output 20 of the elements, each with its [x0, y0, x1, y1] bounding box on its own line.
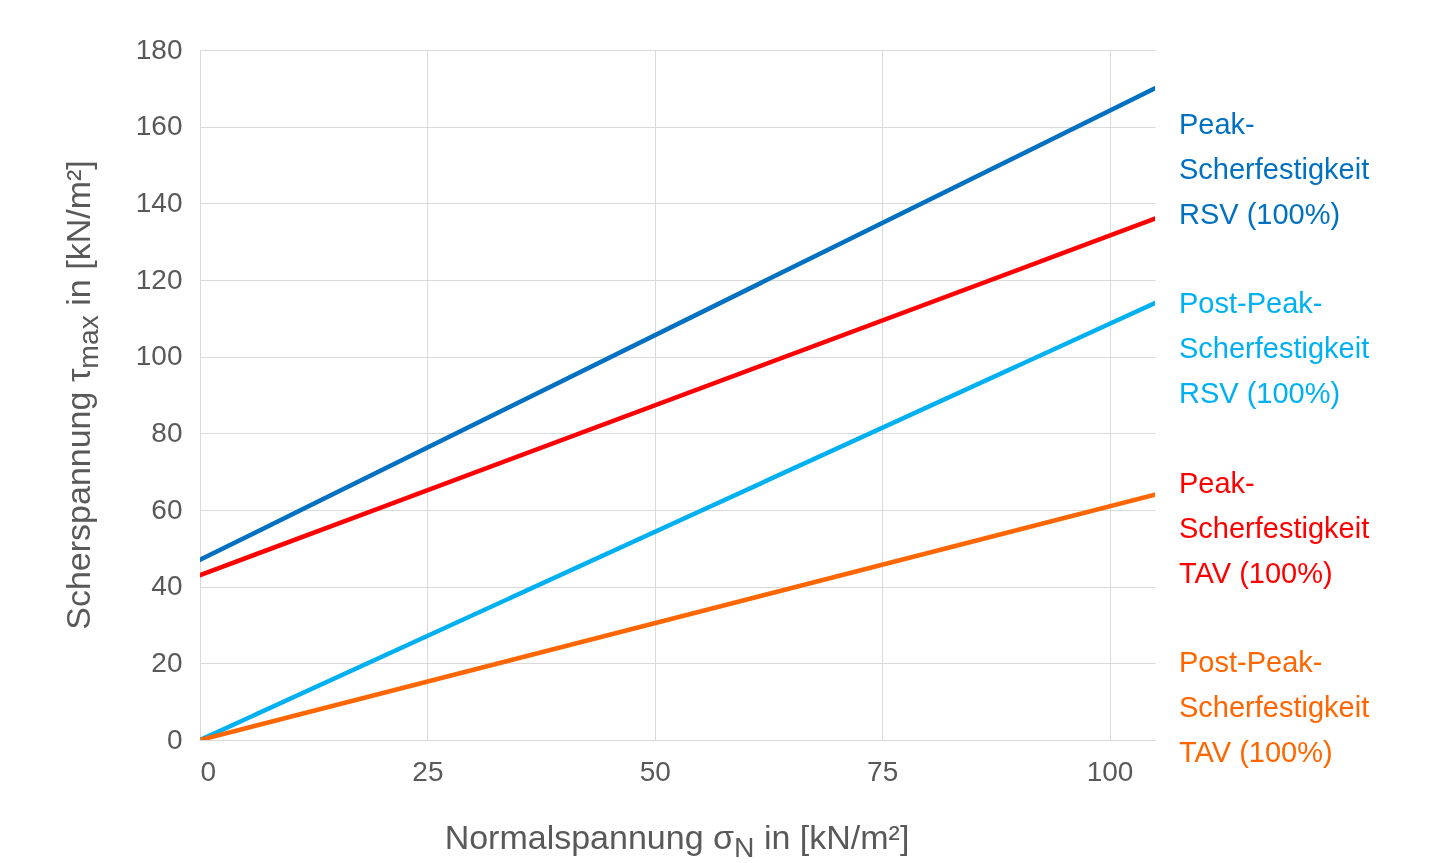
x-tick-label: 0	[200, 755, 217, 787]
y-tick-label: 80	[151, 416, 183, 448]
y-tick-label: 0	[166, 723, 183, 755]
x-axis-title: Normalspannung σ$_{N}$ in [kN/m²]	[444, 818, 910, 863]
y-tick-label: 20	[151, 646, 183, 678]
text: Post-Peak-Scherfestigkeit TAV (100%)	[1179, 646, 1370, 769]
y-tick-label: 140	[135, 186, 183, 218]
y-tick-label: 160	[135, 110, 183, 142]
y-tick-label: 120	[135, 263, 183, 295]
x-tick-label: 50	[639, 755, 671, 787]
x-tick-label: 25	[412, 755, 444, 787]
x-tick-label: 100	[1086, 755, 1134, 787]
x-tick-label: 75	[867, 755, 899, 787]
y-tick-label: 60	[151, 493, 183, 525]
y-tick-label: 180	[135, 33, 183, 65]
y-tick-label: 40	[151, 570, 183, 602]
series-label: Peak-Scherfestigkeit RSV (100%)	[1179, 108, 1370, 230]
y-tick-label: 100	[135, 340, 183, 372]
text: Peak-Scherfestigkeit TAV (100%)	[1179, 466, 1370, 589]
series-label: Post-Peak-Scherfestigkeit RSV (100%)	[1179, 287, 1370, 410]
